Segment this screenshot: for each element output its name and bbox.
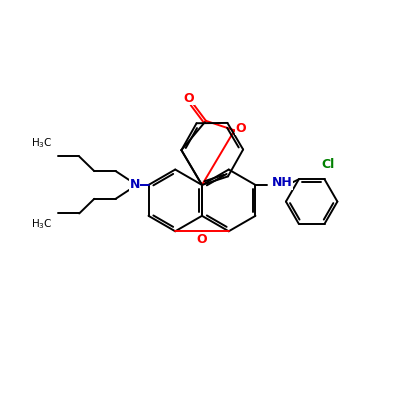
Text: Cl: Cl [322,158,335,170]
Text: O: O [197,234,207,246]
Text: NH: NH [272,176,293,189]
Text: H$_3$C: H$_3$C [31,136,53,150]
Text: O: O [184,92,194,105]
Text: N: N [130,178,140,192]
Text: H$_3$C: H$_3$C [31,218,53,231]
Text: O: O [236,122,246,135]
